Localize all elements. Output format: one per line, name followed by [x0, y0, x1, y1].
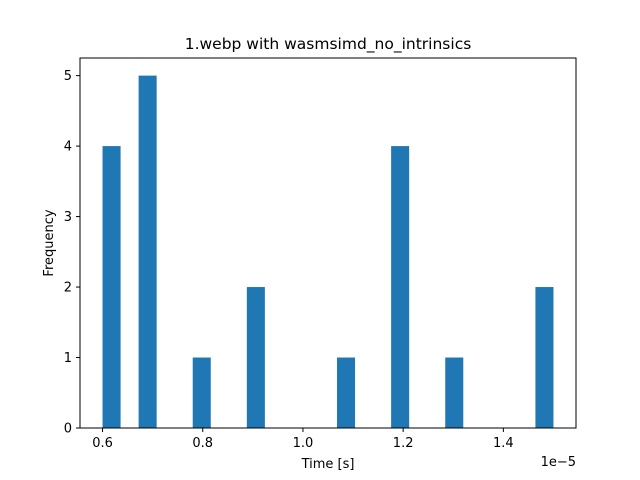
bars-group: [102, 75, 554, 428]
histogram-bar: [445, 357, 464, 428]
y-tick-label: 5: [64, 69, 72, 84]
x-tick-label: 0.8: [192, 436, 213, 451]
x-tick-label: 0.6: [92, 436, 113, 451]
x-axis-label: Time [s]: [301, 457, 355, 472]
y-axis-ticks: 0 1 2 3 4 5: [64, 69, 80, 437]
x-axis-offset-label: 1e−5: [541, 455, 576, 470]
x-tick-label: 1.2: [393, 436, 414, 451]
histogram-bar: [337, 357, 356, 428]
y-axis-label: Frequency: [42, 209, 57, 276]
y-tick-label: 0: [64, 422, 72, 437]
histogram-bar: [192, 357, 211, 428]
histogram-bar: [535, 287, 554, 428]
plot-frame: [79, 57, 577, 429]
x-tick-label: 1.0: [293, 436, 314, 451]
x-tick-label: 1.4: [493, 436, 514, 451]
histogram-bar: [391, 146, 410, 428]
y-tick-label: 3: [64, 210, 72, 225]
histogram-bar: [102, 146, 121, 428]
y-tick-label: 4: [64, 140, 72, 155]
y-tick-label: 2: [64, 281, 72, 296]
y-tick-label: 1: [64, 351, 72, 366]
x-axis-ticks: 0.6 0.8 1.0 1.2 1.4: [92, 428, 514, 451]
histogram-bar: [246, 287, 265, 428]
chart-title: 1.webp with wasmsimd_no_intrinsics: [185, 35, 472, 54]
histogram-bar: [138, 75, 157, 428]
